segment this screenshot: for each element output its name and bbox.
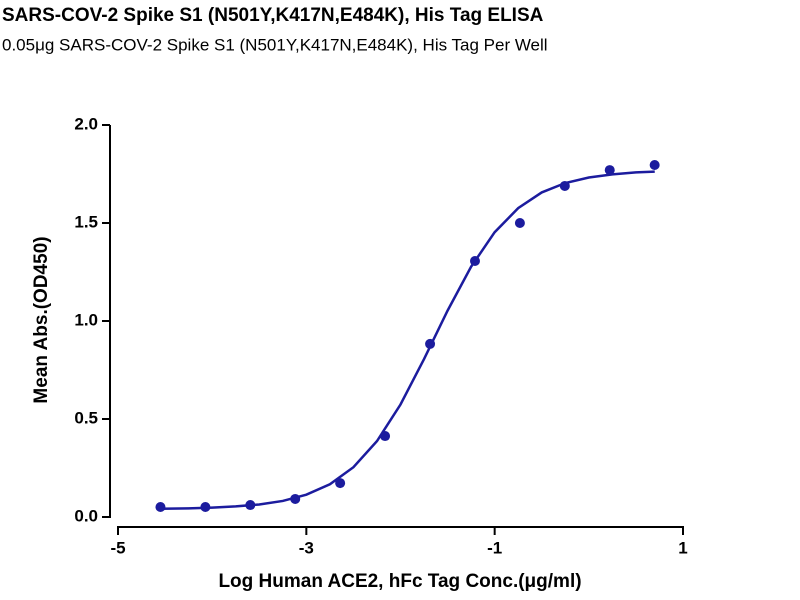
data-point xyxy=(155,502,166,513)
data-point xyxy=(559,180,570,191)
data-point xyxy=(335,478,346,489)
y-tick-label: 0.0 xyxy=(74,506,98,525)
data-point xyxy=(200,502,211,513)
x-tick-label: -3 xyxy=(299,538,314,557)
y-tick-label: 1.5 xyxy=(74,212,98,231)
data-point xyxy=(469,256,480,267)
y-tick-label: 2.0 xyxy=(74,114,98,133)
chart-title: SARS-COV-2 Spike S1 (N501Y,K417N,E484K),… xyxy=(2,5,544,26)
y-axis-label: Mean Abs.(OD450) xyxy=(31,236,52,403)
data-point xyxy=(245,500,256,511)
y-tick-label: 1.0 xyxy=(74,310,98,329)
data-point xyxy=(514,218,525,228)
x-tick-label: 1 xyxy=(678,538,687,557)
x-tick-label: -1 xyxy=(487,538,502,557)
chart-subtitle: 0.05μg SARS-COV-2 Spike S1 (N501Y,K417N,… xyxy=(2,35,548,54)
x-axis-label: Log Human ACE2, hFc Tag Conc.(μg/ml) xyxy=(218,571,581,592)
data-point xyxy=(649,159,660,170)
x-tick-label: -5 xyxy=(110,538,125,557)
data-point xyxy=(380,431,391,442)
y-tick-label: 0.5 xyxy=(74,408,98,427)
fit-curve xyxy=(160,170,655,511)
data-point xyxy=(604,165,615,176)
data-point xyxy=(425,338,436,349)
data-point xyxy=(290,493,301,504)
